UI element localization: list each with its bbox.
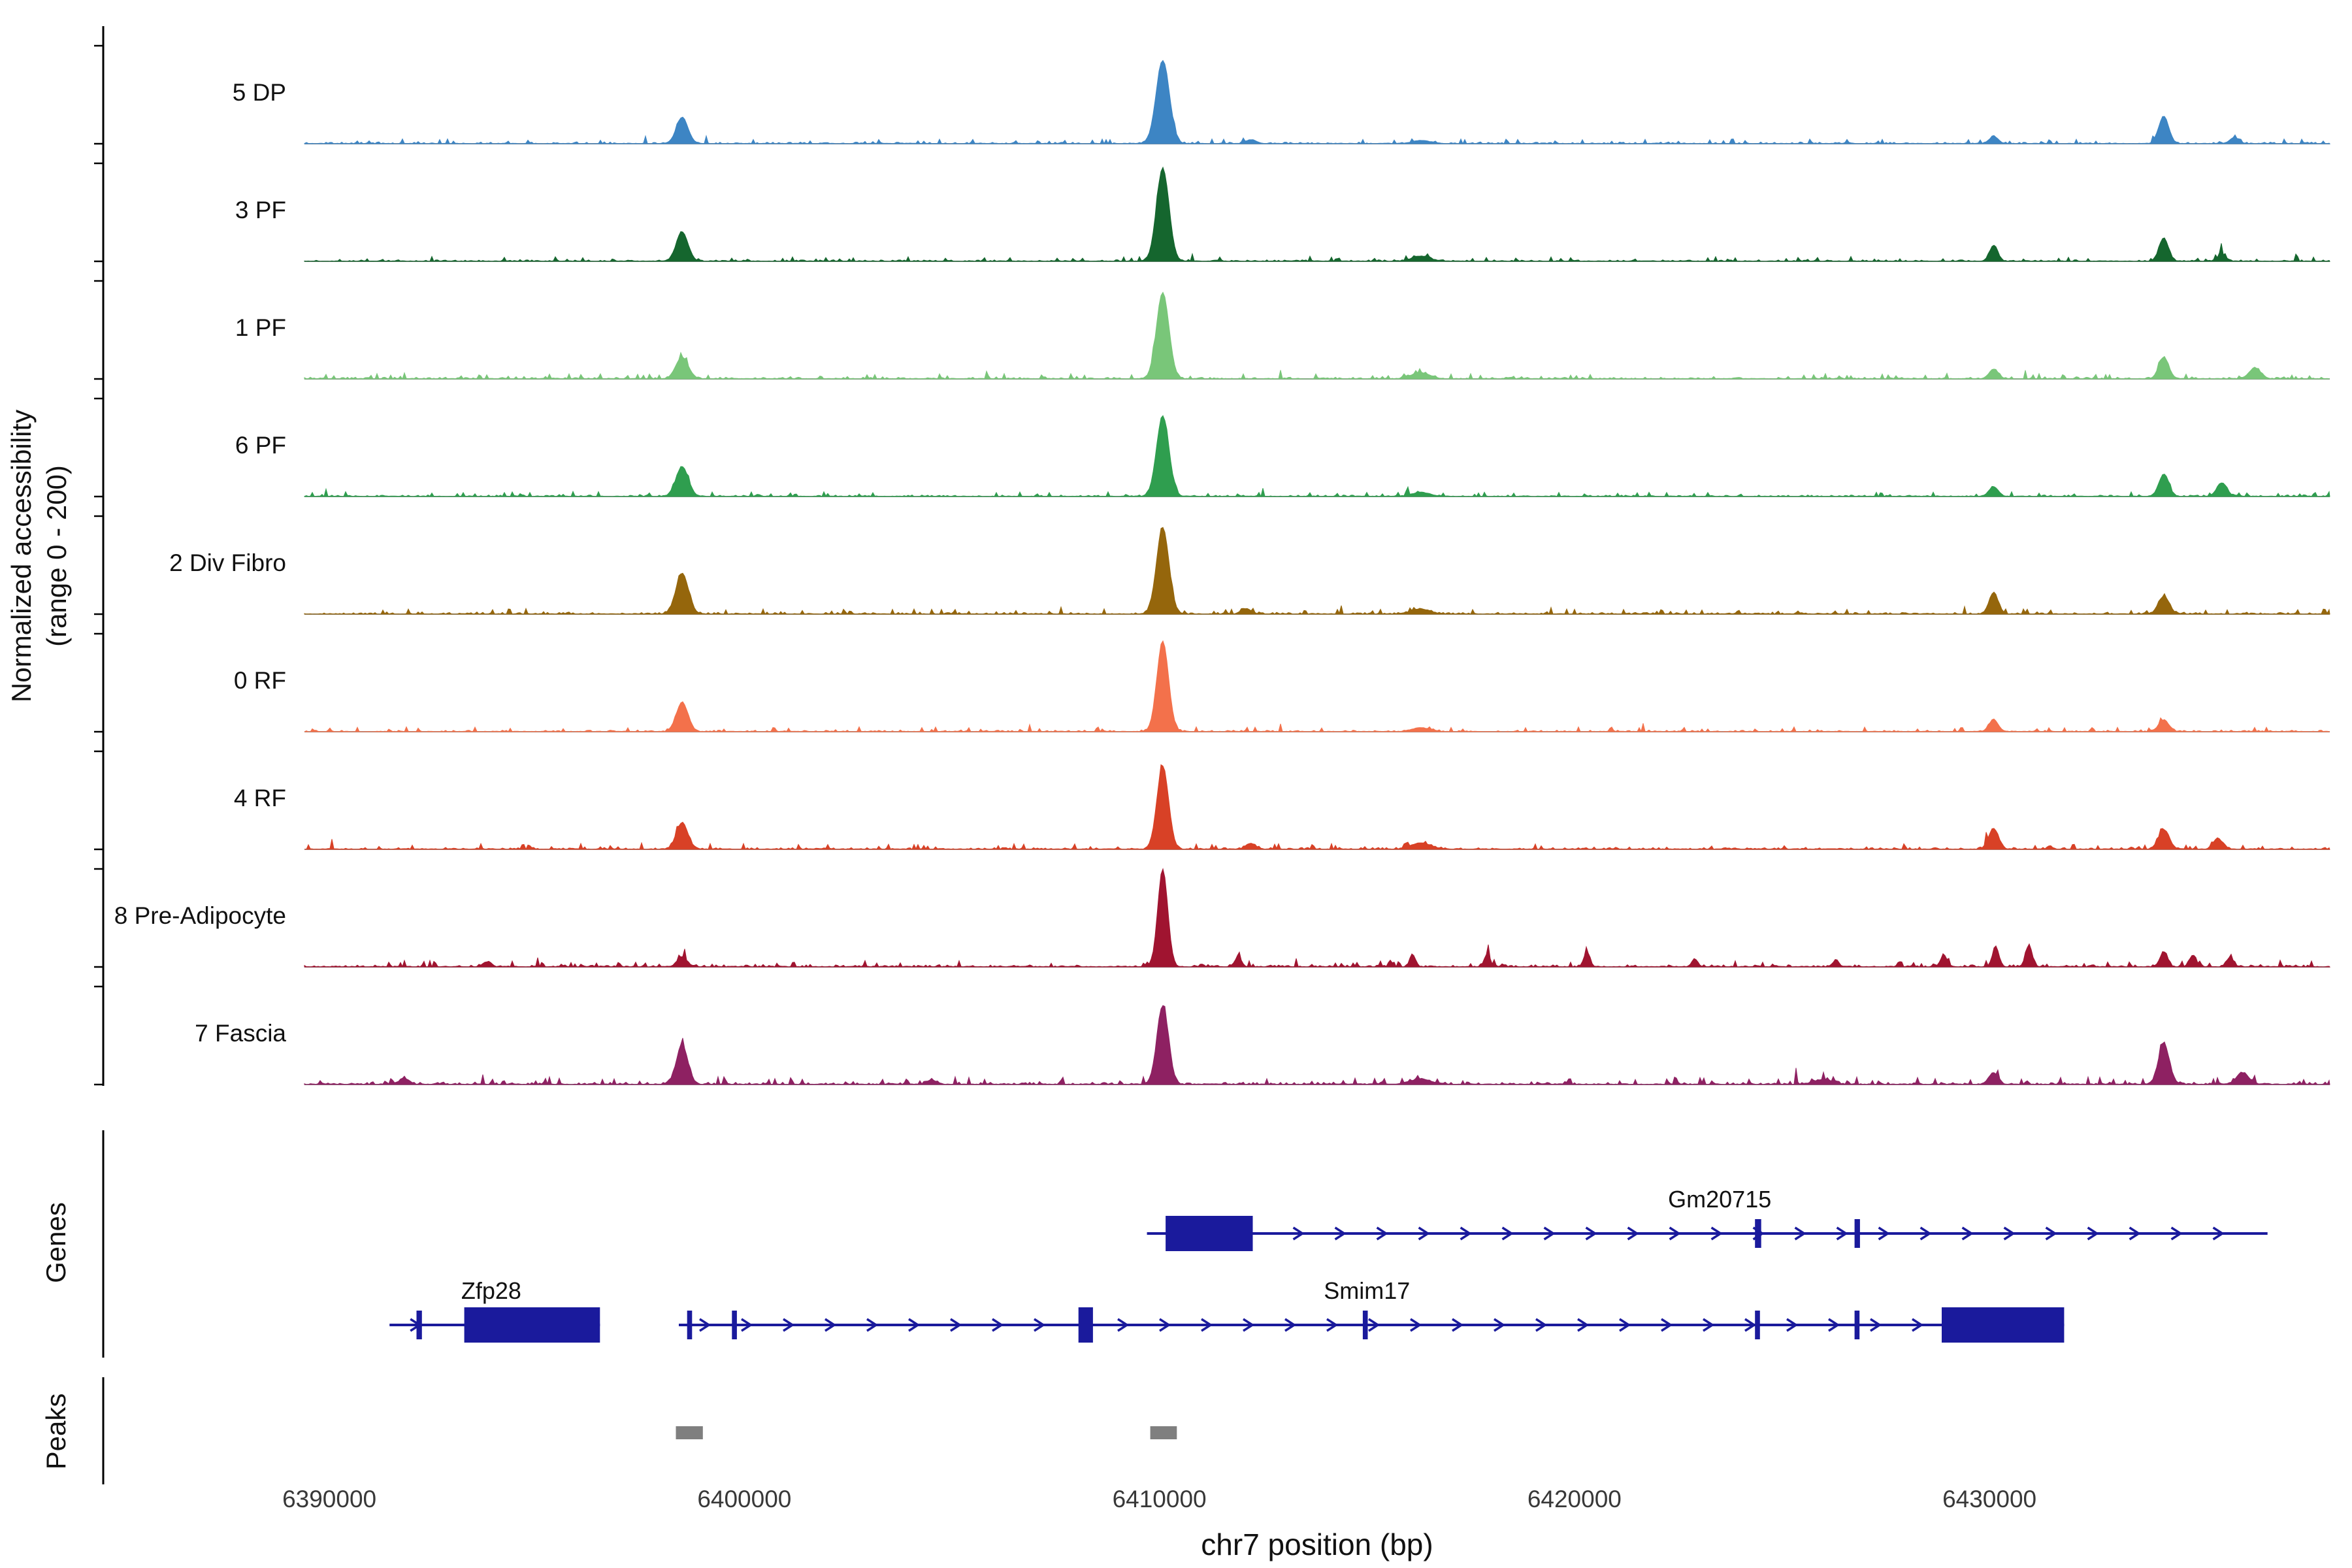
strand-arrow-icon — [2129, 1226, 2141, 1241]
strand-arrow-icon — [1376, 1226, 1388, 1241]
strand-arrow-icon — [1117, 1318, 1130, 1332]
gene-exon-gm20715 — [1755, 1219, 1761, 1248]
gene-exon-smim17 — [732, 1311, 737, 1339]
strand-arrow-icon — [2045, 1226, 2057, 1241]
strand-arrow-icon — [1961, 1226, 1974, 1241]
gene-exon-smim17 — [1854, 1311, 1860, 1339]
strand-arrow-icon — [1368, 1318, 1380, 1332]
gene-exon-thick-zfp28 — [464, 1307, 600, 1343]
strand-arrow-icon — [1794, 1226, 1806, 1241]
signal-area-2-div-fibro — [304, 527, 2330, 615]
x-tick-label: 6420000 — [1527, 1486, 1622, 1512]
signal-area-0-rf — [304, 640, 2330, 732]
strand-arrow-icon — [1418, 1226, 1430, 1241]
strand-arrow-icon — [1334, 1226, 1347, 1241]
gene-label-gm20715: Gm20715 — [1668, 1186, 1772, 1213]
strand-arrow-icon — [1326, 1318, 1339, 1332]
signal-area-6-pf — [304, 415, 2330, 498]
strand-arrow-icon — [1669, 1226, 1681, 1241]
peak-region — [1150, 1426, 1177, 1439]
track-label-0-rf: 0 RF — [233, 667, 286, 694]
strand-arrow-icon — [1585, 1226, 1597, 1241]
strand-arrow-icon — [2170, 1226, 2183, 1241]
strand-arrow-icon — [992, 1318, 1004, 1332]
signal-area-1-pf — [304, 291, 2330, 380]
x-tick-label: 6400000 — [697, 1486, 792, 1512]
gene-label-smim17: Smim17 — [1324, 1277, 1411, 1304]
x-tick-label: 6430000 — [1942, 1486, 2037, 1512]
track-label-5-dp: 5 DP — [232, 79, 286, 106]
gene-label-zfp28: Zfp28 — [461, 1277, 521, 1304]
strand-arrow-icon — [1501, 1226, 1514, 1241]
strand-arrow-icon — [1577, 1318, 1590, 1332]
gene-exon-smim17 — [1755, 1311, 1760, 1339]
strand-arrow-icon — [1919, 1226, 1932, 1241]
strand-arrow-icon — [908, 1318, 921, 1332]
strand-arrow-icon — [1710, 1226, 1723, 1241]
genes-section-label: Genes — [41, 1202, 71, 1283]
strand-arrow-icon — [1836, 1226, 1848, 1241]
strand-arrow-icon — [1619, 1318, 1631, 1332]
signal-area-5-dp — [304, 59, 2331, 145]
gene-exon-thick-gm20715 — [1166, 1216, 1253, 1251]
strand-arrow-icon — [1243, 1318, 1255, 1332]
track-label-8-pre-adipocyte: 8 Pre-Adipocyte — [114, 902, 286, 929]
peak-region — [676, 1426, 703, 1439]
x-tick-label: 6390000 — [282, 1486, 377, 1512]
strand-arrow-icon — [1703, 1318, 1715, 1332]
track-label-3-pf: 3 PF — [235, 197, 286, 223]
track-label-2-div-fibro: 2 Div Fibro — [169, 549, 286, 576]
strand-arrow-icon — [1410, 1318, 1422, 1332]
strand-arrow-icon — [783, 1318, 795, 1332]
strand-arrow-icon — [2212, 1226, 2225, 1241]
strand-arrow-icon — [1284, 1318, 1297, 1332]
strand-arrow-icon — [1452, 1318, 1464, 1332]
peaks-section-label: Peaks — [41, 1393, 71, 1470]
gene-exon-thick-smim17 — [1942, 1307, 2065, 1343]
track-label-4-rf: 4 RF — [233, 785, 286, 811]
strand-arrow-icon — [1159, 1318, 1171, 1332]
track-label-7-fascia: 7 Fascia — [195, 1020, 286, 1047]
strand-arrow-icon — [1627, 1226, 1639, 1241]
strand-arrow-icon — [1201, 1318, 1213, 1332]
gene-exon-smim17 — [1362, 1311, 1368, 1339]
strand-arrow-icon — [1744, 1318, 1757, 1332]
strand-arrow-icon — [2087, 1226, 2099, 1241]
strand-arrow-icon — [741, 1318, 753, 1332]
strand-arrow-icon — [1912, 1318, 1924, 1332]
gene-exon-gm20715 — [1854, 1219, 1860, 1248]
strand-arrow-icon — [2003, 1226, 2016, 1241]
strand-arrow-icon — [1878, 1226, 1890, 1241]
signal-area-8-pre-adipocyte — [304, 868, 2331, 968]
signal-area-4-rf — [304, 764, 2330, 851]
x-tick-label: 6410000 — [1112, 1486, 1207, 1512]
strand-arrow-icon — [1460, 1226, 1472, 1241]
strand-arrow-icon — [950, 1318, 962, 1332]
strand-arrow-icon — [825, 1318, 837, 1332]
gene-exon-smim17 — [687, 1311, 693, 1339]
strand-arrow-icon — [1292, 1226, 1305, 1241]
strand-arrow-icon — [1535, 1318, 1548, 1332]
strand-arrow-icon — [1828, 1318, 1840, 1332]
x-axis-title: chr7 position (bp) — [1201, 1527, 1433, 1561]
signal-area-7-fascia — [304, 1005, 2330, 1086]
gene-exon-thick-smim17 — [1078, 1307, 1093, 1343]
strand-arrow-icon — [1752, 1226, 1765, 1241]
strand-arrow-icon — [1034, 1318, 1046, 1332]
strand-arrow-icon — [1870, 1318, 1882, 1332]
signal-area-3-pf — [304, 166, 2330, 262]
strand-arrow-icon — [1543, 1226, 1556, 1241]
strand-arrow-icon — [1494, 1318, 1506, 1332]
strand-arrow-icon — [1786, 1318, 1799, 1332]
strand-arrow-icon — [1661, 1318, 1673, 1332]
strand-arrow-icon — [699, 1318, 711, 1332]
track-label-6-pf: 6 PF — [235, 432, 286, 459]
strand-arrow-icon — [410, 1318, 422, 1332]
strand-arrow-icon — [866, 1318, 879, 1332]
track-label-1-pf: 1 PF — [235, 314, 286, 341]
